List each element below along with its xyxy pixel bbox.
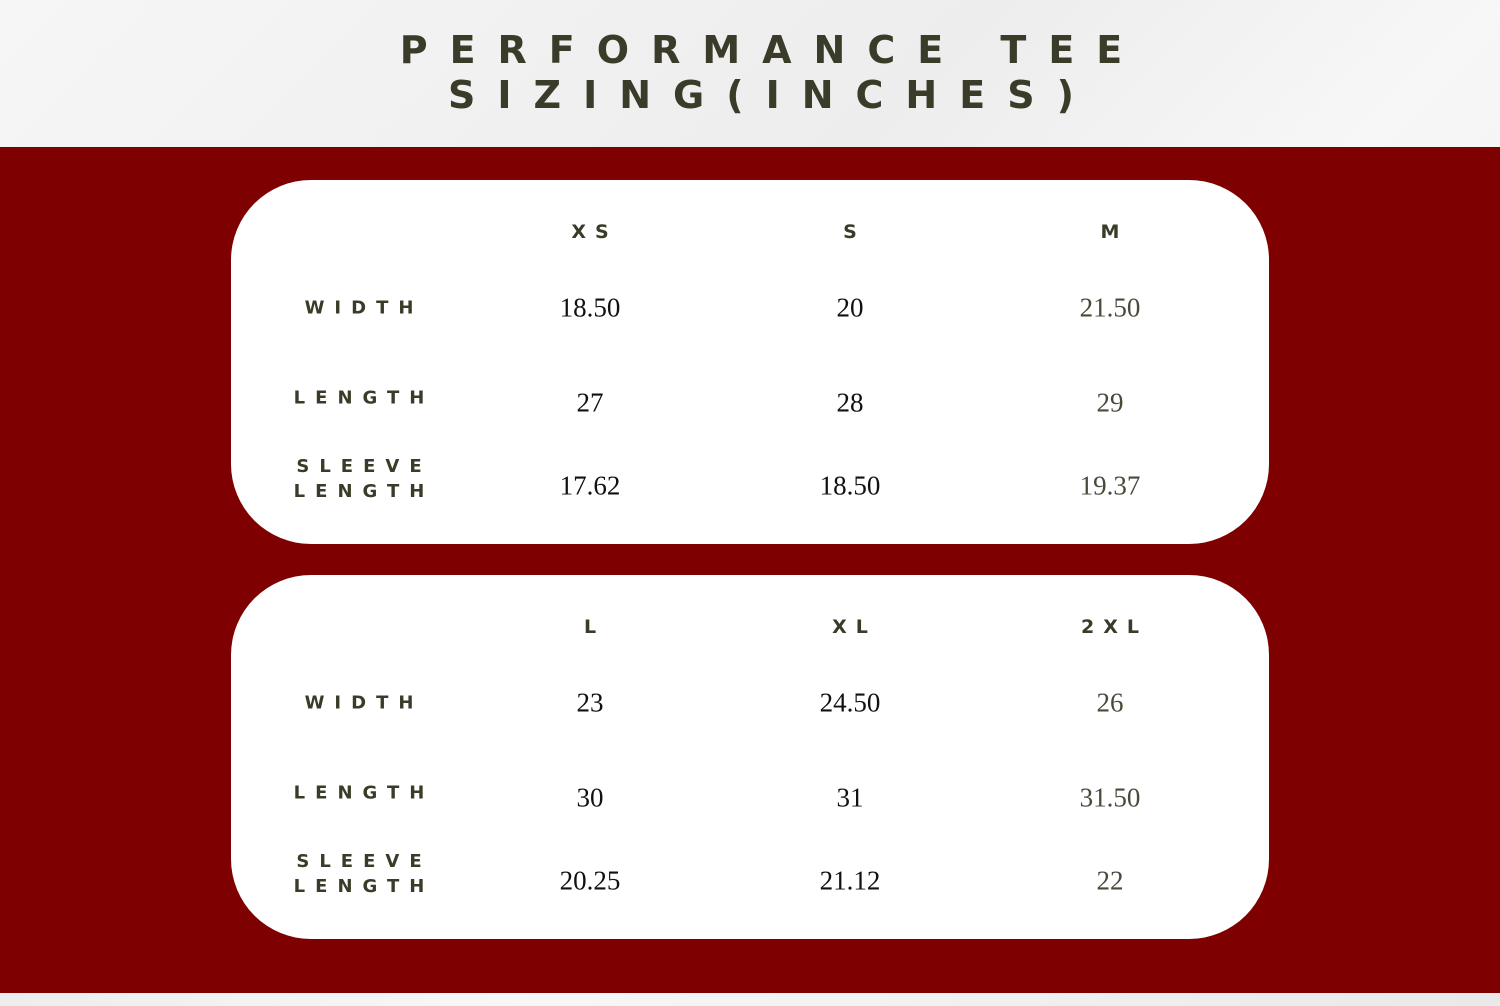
sleeve-length-value: 17.62 [559,470,621,501]
width-value: 21.50 [1079,292,1141,323]
row-label-line: SLEEVE [296,456,432,477]
width-value: 23 [576,687,604,718]
size-header: XS [571,221,618,243]
length-value: 27 [576,387,604,418]
width-value: 20 [836,292,864,323]
sleeve-length-value: 19.37 [1079,470,1141,501]
width-value: 18.50 [559,292,621,323]
row-label-line: LENGTH [293,876,435,897]
length-value: 31 [836,782,864,813]
size-table-card: WIDTH LENGTH SLEEVE LENGTH L 23 30 20.25 XL 24.50… [231,575,1269,939]
length-value: 28 [836,387,864,418]
size-header: 2XL [1081,616,1148,638]
row-label-width: WIDTH [304,692,424,714]
width-value: 26 [1096,687,1124,718]
page-title-line-1: PERFORMANCE TEE [399,28,1145,72]
row-label-sleeve-length: SLEEVE LENGTH [284,849,435,899]
row-label-sleeve-length: SLEEVE LENGTH [284,454,435,504]
length-value: 31.50 [1079,782,1141,813]
width-value: 24.50 [819,687,881,718]
size-header: XL [832,616,877,638]
row-label-line: SLEEVE [296,851,432,872]
size-header: L [583,616,606,638]
sleeve-length-value: 21.12 [819,865,881,896]
sleeve-length-value: 22 [1096,865,1124,896]
row-label-length: LENGTH [293,387,435,409]
size-table-card: WIDTH LENGTH SLEEVE LENGTH XS 18.50 27 17.62 S 20… [231,180,1269,544]
row-label-length: LENGTH [293,782,435,804]
size-header: S [843,221,866,243]
size-header: M [1100,221,1129,243]
row-label-line: LENGTH [293,481,435,502]
page-title-line-2: SIZING(INCHES) [448,73,1096,117]
length-value: 30 [576,782,604,813]
length-value: 29 [1096,387,1124,418]
sleeve-length-value: 18.50 [819,470,881,501]
row-label-width: WIDTH [304,297,424,319]
sleeve-length-value: 20.25 [559,865,621,896]
